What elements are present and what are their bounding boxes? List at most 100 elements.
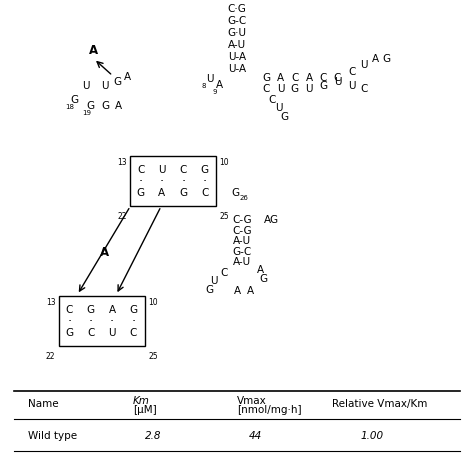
Text: [nmol/mg·h]: [nmol/mg·h] xyxy=(237,405,301,415)
Text: G: G xyxy=(101,100,109,111)
Text: ·: · xyxy=(181,175,185,188)
Text: A-U: A-U xyxy=(228,40,246,50)
Text: C: C xyxy=(319,73,327,83)
Text: G: G xyxy=(86,100,94,111)
Text: 8: 8 xyxy=(201,83,206,89)
Text: U: U xyxy=(82,81,90,91)
Text: G: G xyxy=(129,305,137,315)
Text: U: U xyxy=(275,103,283,113)
Text: 18: 18 xyxy=(65,104,74,109)
Text: G: G xyxy=(280,111,289,122)
Text: 22: 22 xyxy=(46,352,55,361)
Text: U: U xyxy=(210,276,218,286)
Text: G: G xyxy=(201,165,209,175)
Text: U: U xyxy=(305,84,313,94)
Text: 25: 25 xyxy=(219,212,229,221)
Text: C: C xyxy=(180,165,187,175)
Text: C: C xyxy=(360,84,368,94)
Bar xyxy=(59,296,145,346)
Text: Name: Name xyxy=(28,399,59,409)
Text: U: U xyxy=(109,328,116,337)
Text: A: A xyxy=(115,100,122,111)
Text: 9: 9 xyxy=(212,90,217,95)
Text: G·U: G·U xyxy=(228,28,246,38)
Text: [μM]: [μM] xyxy=(133,405,156,415)
Bar xyxy=(130,156,216,206)
Text: 2.8: 2.8 xyxy=(145,431,161,441)
Text: U: U xyxy=(206,74,214,84)
Text: C: C xyxy=(291,73,299,83)
Text: U-A: U-A xyxy=(228,52,246,62)
Text: G: G xyxy=(137,188,145,198)
Text: 26: 26 xyxy=(240,195,248,201)
Text: C: C xyxy=(348,66,356,77)
Text: A: A xyxy=(277,73,284,83)
Text: G: G xyxy=(382,54,391,64)
Text: C: C xyxy=(137,165,144,175)
Text: G: G xyxy=(179,188,187,198)
Text: C-G: C-G xyxy=(232,226,252,236)
Text: G: G xyxy=(87,305,95,315)
Text: ·: · xyxy=(89,315,93,328)
Text: 10: 10 xyxy=(148,298,158,307)
Text: G: G xyxy=(231,188,240,198)
Text: C: C xyxy=(269,94,276,105)
Text: C: C xyxy=(201,188,208,198)
Text: ·: · xyxy=(202,175,207,188)
Text: U: U xyxy=(334,77,341,88)
Text: AG: AG xyxy=(264,215,279,226)
Text: G: G xyxy=(205,284,214,295)
Text: A: A xyxy=(372,54,380,64)
Text: U-A: U-A xyxy=(228,64,246,74)
Text: A: A xyxy=(305,73,313,83)
Text: A: A xyxy=(216,80,223,91)
Text: A: A xyxy=(158,188,165,198)
Text: 1.00: 1.00 xyxy=(360,431,383,441)
Text: 13: 13 xyxy=(46,298,55,307)
Text: G: G xyxy=(291,84,299,94)
Text: U: U xyxy=(360,60,368,71)
Text: ·: · xyxy=(67,315,72,328)
Text: G: G xyxy=(65,328,73,337)
Text: C: C xyxy=(87,328,94,337)
Text: A: A xyxy=(257,265,264,275)
Text: 13: 13 xyxy=(117,158,127,167)
Text: 25: 25 xyxy=(148,352,158,361)
Text: A: A xyxy=(234,285,242,296)
Text: A: A xyxy=(89,44,99,57)
Text: Wild type: Wild type xyxy=(28,431,78,441)
Text: G: G xyxy=(113,76,122,87)
Text: C: C xyxy=(220,267,228,278)
Text: ·: · xyxy=(160,175,164,188)
Text: C: C xyxy=(334,73,341,83)
Text: A: A xyxy=(124,72,132,82)
Text: G-C: G-C xyxy=(228,16,246,27)
Text: U: U xyxy=(101,81,109,91)
Text: A-U: A-U xyxy=(233,257,251,267)
Text: C: C xyxy=(66,305,73,315)
Text: 44: 44 xyxy=(249,431,262,441)
Text: 22: 22 xyxy=(117,212,127,221)
Text: C-G: C-G xyxy=(232,215,252,226)
Text: A: A xyxy=(109,305,116,315)
Text: A-U: A-U xyxy=(233,236,251,246)
Text: G-C: G-C xyxy=(232,246,251,257)
Text: G: G xyxy=(262,73,271,83)
Text: A: A xyxy=(246,285,254,296)
Text: ·: · xyxy=(110,315,114,328)
Text: 19: 19 xyxy=(82,110,91,116)
Text: C·G: C·G xyxy=(228,4,246,15)
Text: U: U xyxy=(277,84,284,94)
Text: C: C xyxy=(130,328,137,337)
Text: A: A xyxy=(100,246,109,259)
Text: Vmax: Vmax xyxy=(237,396,267,407)
Text: U: U xyxy=(158,165,166,175)
Text: C: C xyxy=(263,84,270,94)
Text: 10: 10 xyxy=(219,158,229,167)
Text: ·: · xyxy=(131,315,136,328)
Text: G: G xyxy=(319,81,328,91)
Text: Relative Vmax/Km: Relative Vmax/Km xyxy=(332,399,427,409)
Text: G: G xyxy=(259,273,267,284)
Text: U: U xyxy=(348,81,356,91)
Text: G: G xyxy=(71,94,79,105)
